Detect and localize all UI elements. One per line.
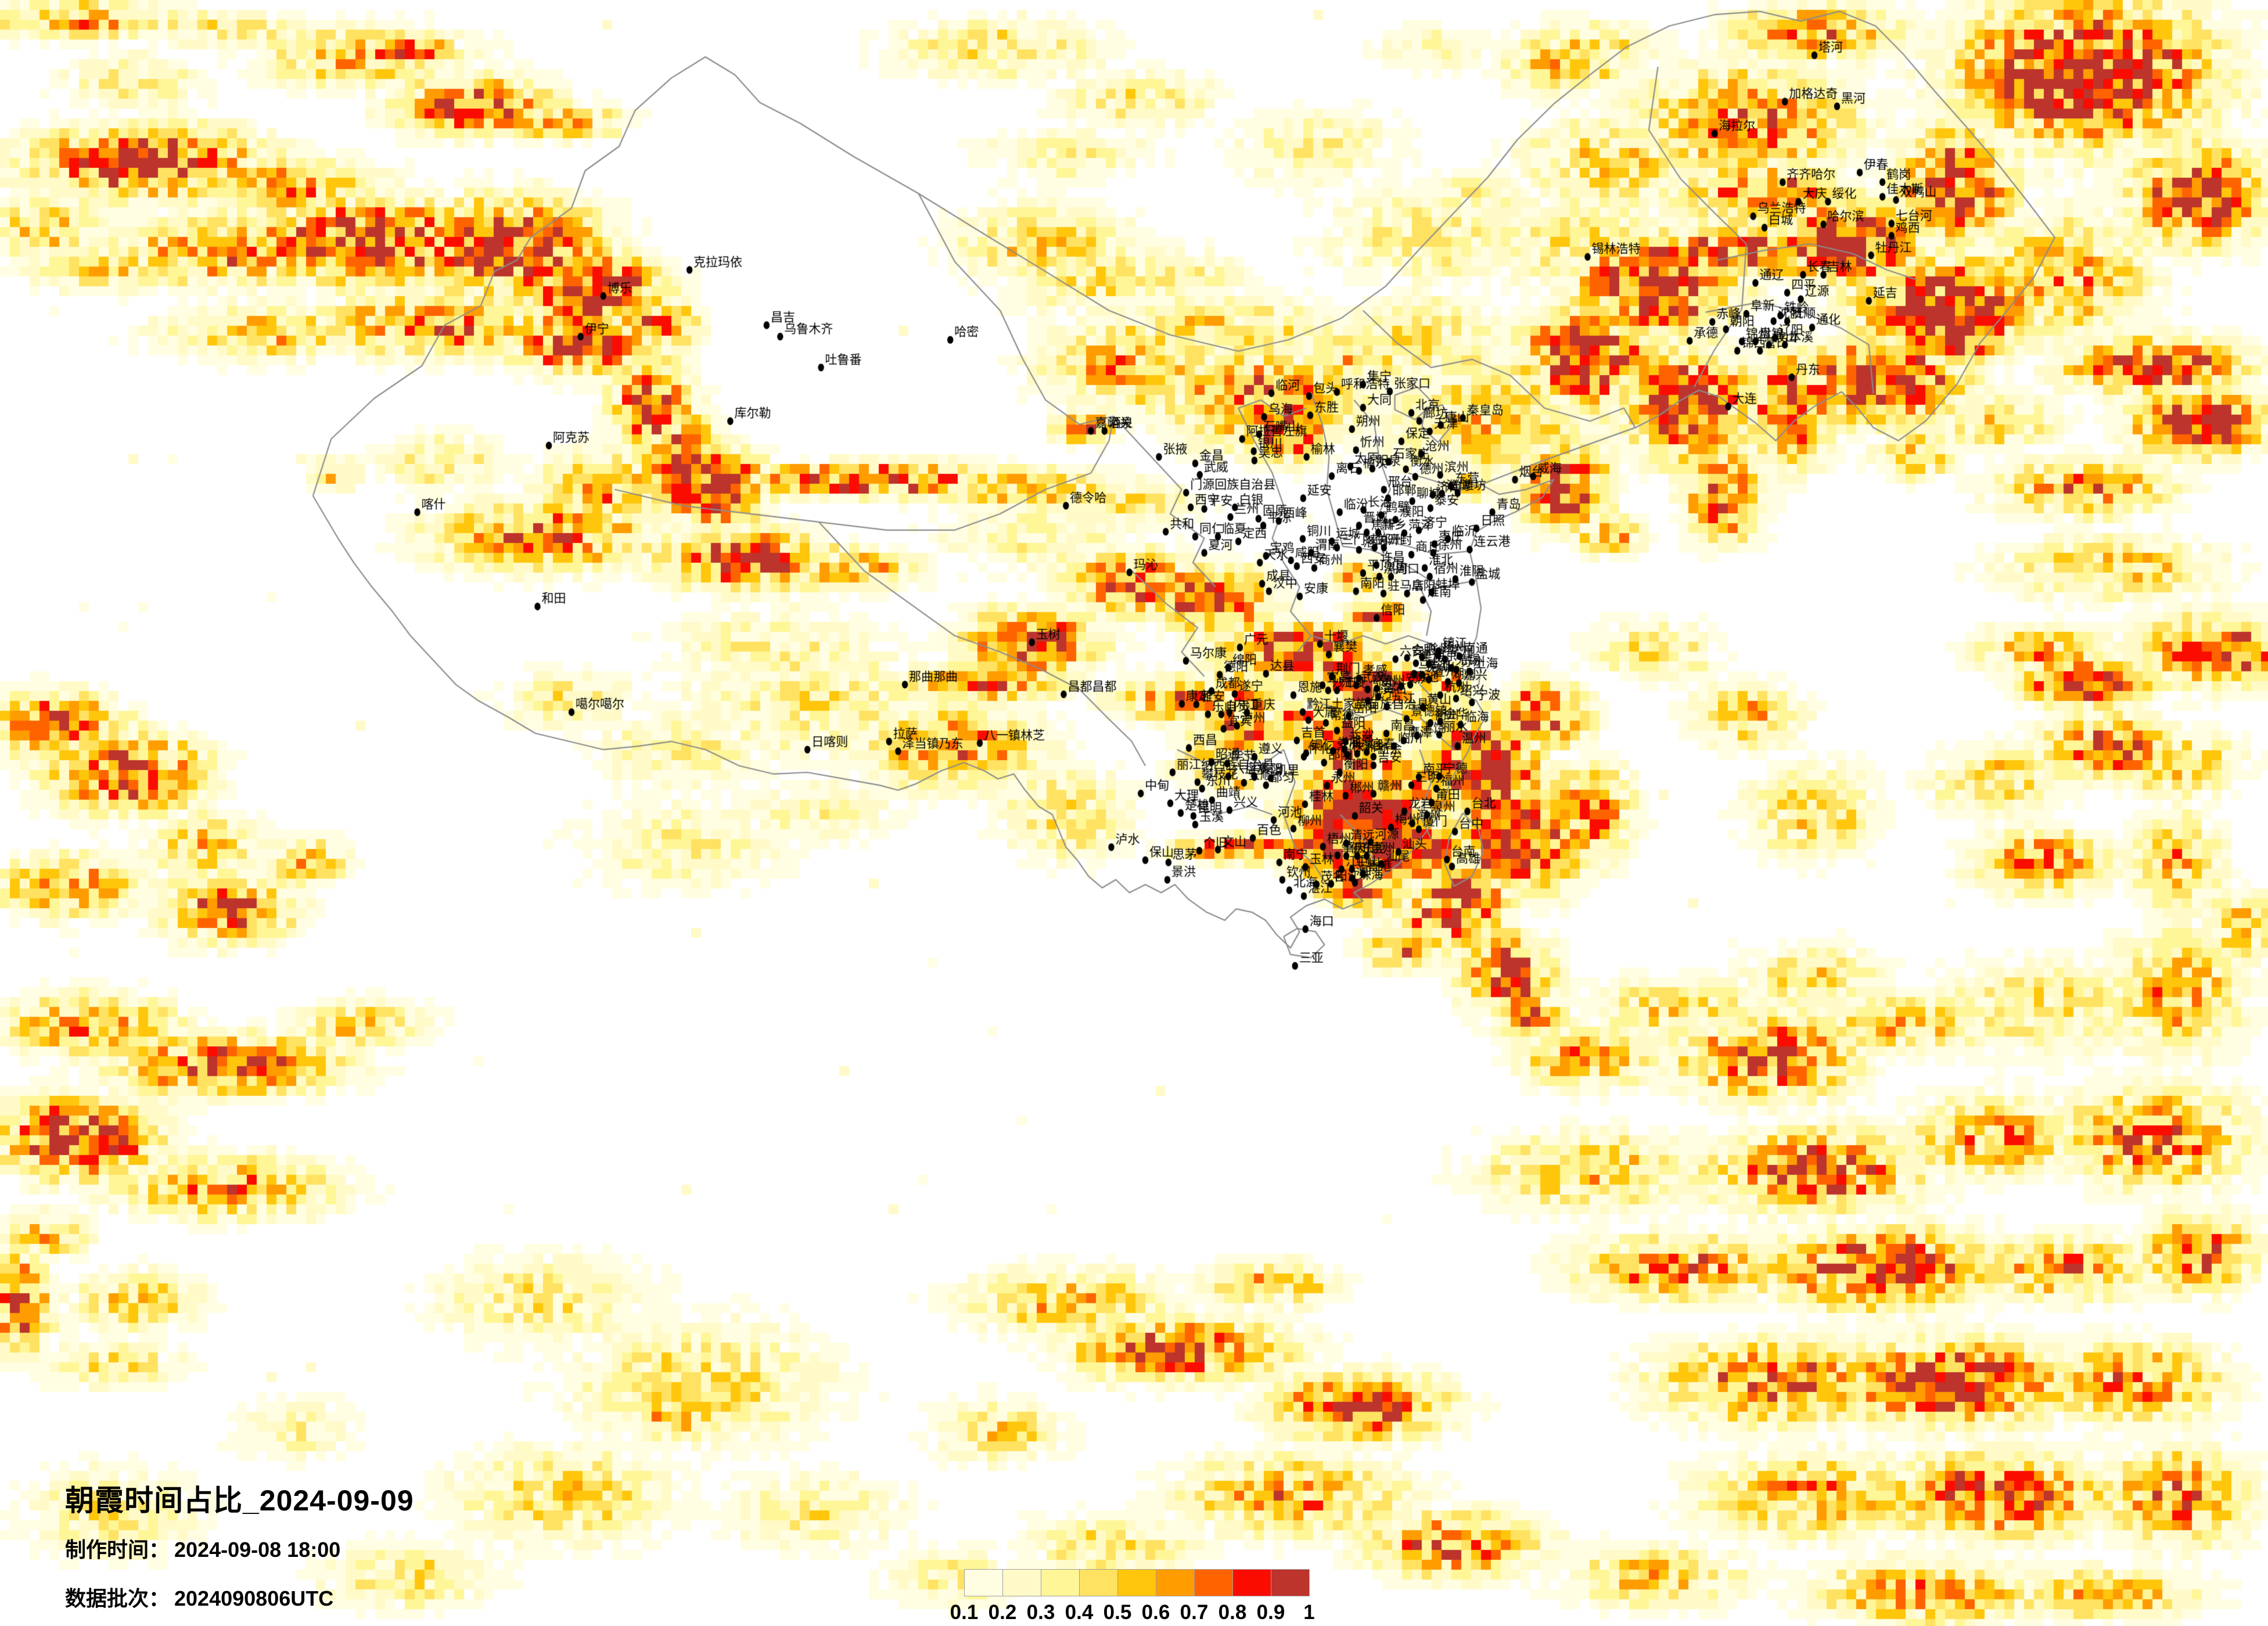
legend-swatch-7 <box>1194 1569 1233 1596</box>
legend-tick-label: 0.3 <box>1026 1601 1055 1624</box>
legend-tick-label: 0.1 <box>950 1601 979 1624</box>
data-batch-line: 数据批次： 2024090806UTC <box>65 1582 333 1612</box>
made-time-label: 制作时间： <box>65 1538 170 1562</box>
legend-tick-label: 0.2 <box>988 1601 1017 1624</box>
legend-tick-label: 0.7 <box>1180 1601 1209 1624</box>
legend-swatch-row <box>964 1569 1310 1596</box>
legend-swatch-9 <box>1271 1569 1310 1596</box>
legend-tick-label: 0.8 <box>1218 1601 1247 1624</box>
map-title: 朝霞时间占比_2024-09-09 <box>65 1484 414 1517</box>
legend-tick-label: 0.5 <box>1103 1601 1132 1624</box>
color-legend: 0.1 0.2 0.3 0.4 0.5 0.6 0.7 0.8 0.9 1 <box>950 1569 1315 1626</box>
data-batch-label: 数据批次： <box>65 1587 170 1610</box>
legend-swatch-3 <box>1041 1569 1080 1596</box>
data-batch-value: 2024090806UTC <box>174 1587 334 1610</box>
legend-swatch-6 <box>1156 1569 1195 1596</box>
legend-tick-label: 0.4 <box>1065 1601 1094 1624</box>
legend-tick-label: 0.9 <box>1256 1601 1285 1624</box>
legend-tick-row: 0.1 0.2 0.3 0.4 0.5 0.6 0.7 0.8 0.9 1 <box>950 1596 1315 1626</box>
legend-tick-label: 1 <box>1303 1601 1315 1624</box>
legend-swatch-1 <box>964 1569 1003 1596</box>
legend-swatch-8 <box>1232 1569 1271 1596</box>
title-block: 朝霞时间占比_2024-09-09 <box>65 1477 414 1519</box>
legend-swatch-5 <box>1117 1569 1156 1596</box>
made-time-value: 2024-09-08 18:00 <box>174 1538 341 1562</box>
made-time-line: 制作时间： 2024-09-08 18:00 <box>65 1533 340 1563</box>
legend-tick-label: 0.6 <box>1141 1601 1170 1624</box>
legend-swatch-4 <box>1079 1569 1118 1596</box>
legend-swatch-2 <box>1002 1569 1041 1596</box>
